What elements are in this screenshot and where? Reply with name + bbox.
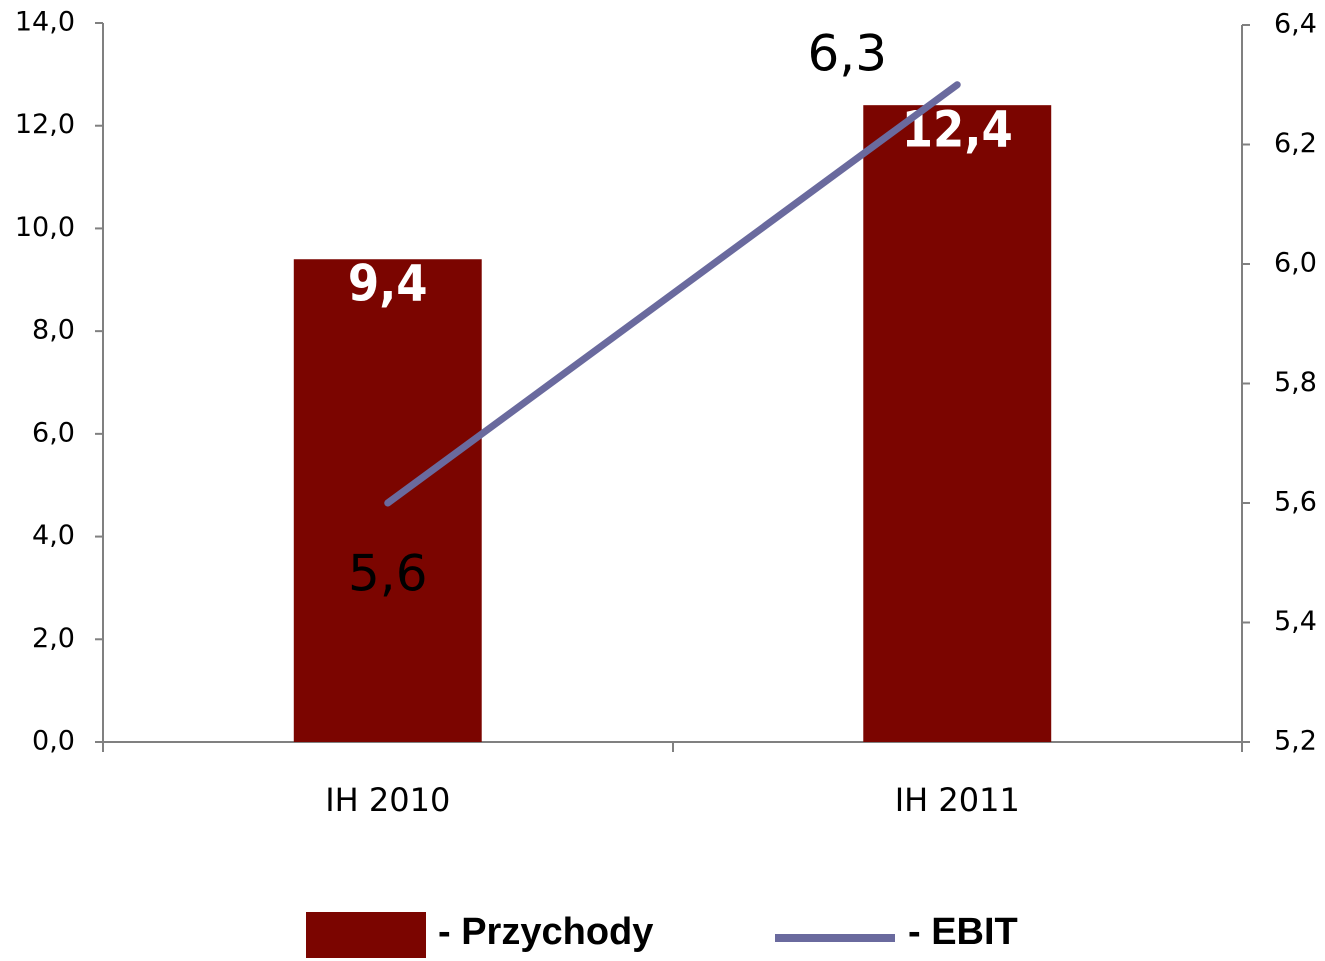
y2-tick-label: 5,6 <box>1274 487 1317 518</box>
legend-label: - EBIT <box>908 911 1018 953</box>
line <box>384 81 961 507</box>
y2-tick-label: 5,2 <box>1274 726 1317 757</box>
legend-label: - Przychody <box>438 911 653 953</box>
y2-tick-label: 5,8 <box>1274 367 1317 398</box>
y2-tick-label: 6,4 <box>1274 9 1317 40</box>
legend-swatch <box>306 912 426 958</box>
x-tick-label: IH 2011 <box>895 781 1020 819</box>
y2-tick-label: 5,4 <box>1274 606 1317 637</box>
line-value-label: 6,3 <box>807 24 887 82</box>
y2-tick-label: 6,0 <box>1274 248 1317 279</box>
y-tick-label: 14,0 <box>15 7 75 38</box>
y-tick-label: 10,0 <box>15 212 75 243</box>
x-tick-label: IH 2010 <box>325 781 450 819</box>
y2-tick-label: 6,2 <box>1274 128 1317 159</box>
bar <box>863 105 1052 742</box>
line-value-label: 5,6 <box>348 545 428 603</box>
y-tick-label: 8,0 <box>32 315 75 346</box>
bar-value-label: 9,4 <box>348 255 428 313</box>
y-tick-label: 4,0 <box>32 520 75 551</box>
y-tick-label: 2,0 <box>32 623 75 654</box>
y-tick-label: 0,0 <box>32 726 75 757</box>
y-tick-label: 12,0 <box>15 109 75 140</box>
y-tick-label: 6,0 <box>32 417 75 448</box>
